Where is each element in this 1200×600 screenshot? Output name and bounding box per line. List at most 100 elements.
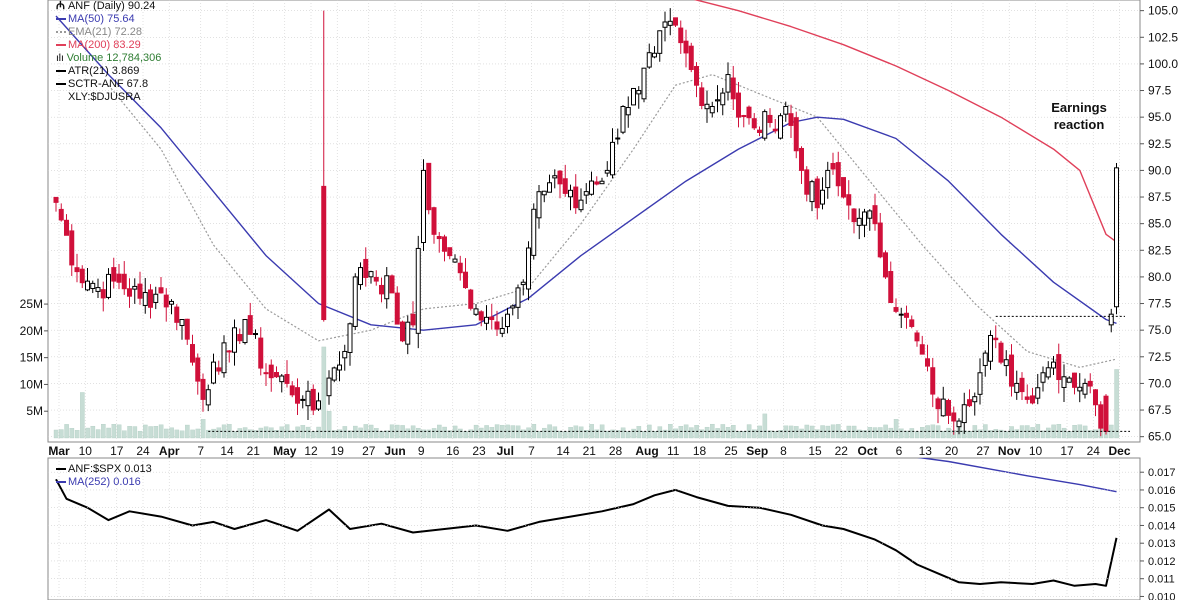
candle-body <box>499 327 505 334</box>
x-tick-label: 27 <box>976 444 990 458</box>
candle-body <box>1014 382 1020 393</box>
candle-body <box>746 106 752 119</box>
volume-axis: 25M 20M 15M 10M 5M <box>20 297 48 418</box>
candle-body <box>809 181 815 203</box>
candle-body <box>90 282 96 290</box>
x-tick-label: 7 <box>528 444 535 458</box>
candle-body <box>1061 376 1067 388</box>
candle-body <box>494 321 500 330</box>
volume-bar <box>1114 369 1119 439</box>
ratio-tick-label: 0.010 <box>1148 591 1176 600</box>
volume-bar <box>463 431 468 439</box>
candle-body <box>888 271 894 304</box>
candle-body <box>536 191 542 219</box>
candle-body <box>137 283 143 299</box>
candle-body <box>457 262 463 274</box>
date-axis: Mar 10 17 24 Apr 7 14 21 May 12 19 27 Jun 9 16 23 Jul 7 14… <box>48 444 1131 458</box>
volume-bar <box>216 427 222 439</box>
volume-bar <box>80 392 85 439</box>
y-tick-label: 77.5 <box>1148 297 1172 311</box>
volume-tick-label: 25M <box>20 297 43 311</box>
candle-body <box>58 208 64 221</box>
volume-bar <box>626 431 631 439</box>
candle-body <box>652 52 657 58</box>
volume-bar <box>164 428 169 439</box>
legend-price: ₼ ANF (Daily) 90.24 <box>56 0 156 12</box>
candle-body <box>436 236 442 240</box>
volume-bar <box>116 424 122 439</box>
x-tick-label: 13 <box>919 444 933 458</box>
candle-body <box>153 293 159 303</box>
ratio-tick-label: 0.017 <box>1148 467 1176 479</box>
candle-body <box>951 412 957 422</box>
candle-body <box>610 141 615 176</box>
horizontal-levels <box>208 315 1130 432</box>
candle-body <box>804 169 810 195</box>
volume-bar <box>190 429 195 439</box>
volume-bar <box>90 425 96 439</box>
candle-body <box>799 147 804 171</box>
volume-bar <box>757 425 762 439</box>
candle-body <box>673 17 678 26</box>
ratio-line <box>55 478 1118 587</box>
volume-bar <box>195 428 201 439</box>
volume-bar <box>1040 430 1046 439</box>
volume-bar <box>862 430 867 439</box>
volume-bar <box>872 427 878 439</box>
candle-body <box>205 389 211 406</box>
candle-body <box>772 128 778 132</box>
volume-bar <box>815 429 820 439</box>
candle-body <box>573 186 579 209</box>
candle-body <box>683 40 689 54</box>
volume-bar <box>253 430 258 439</box>
volume-bar <box>468 429 474 439</box>
ma50-line <box>55 15 1117 331</box>
x-tick-label: 6 <box>896 444 903 458</box>
volume-bar <box>101 424 106 439</box>
candle-body <box>232 327 237 353</box>
candle-body <box>253 333 258 336</box>
volume-bar <box>211 428 216 439</box>
volume-bar <box>458 428 463 439</box>
candle-body <box>195 357 201 382</box>
candle-body <box>1035 387 1041 399</box>
x-tick-label: 28 <box>609 444 623 458</box>
volume-bar <box>584 430 589 439</box>
upper-panel-frame <box>47 0 1141 443</box>
volume-bar <box>405 428 411 439</box>
volume-bar <box>258 427 264 439</box>
volume-bar <box>825 425 831 439</box>
candle-body <box>489 316 495 321</box>
volume-bar <box>904 430 909 439</box>
candle-body <box>741 115 747 118</box>
candle-body <box>919 344 925 355</box>
candle-body <box>594 181 600 185</box>
volume-bar <box>74 430 80 439</box>
volume-bar <box>888 427 894 439</box>
candle-body <box>788 113 794 126</box>
volume-bar <box>762 413 768 439</box>
volume-bar <box>752 429 757 439</box>
volume-bar <box>59 429 64 439</box>
volume-bar <box>64 424 69 439</box>
line-swatch-icon <box>56 468 66 471</box>
volume-bar <box>426 429 432 439</box>
volume-bar <box>174 429 180 439</box>
candle-body <box>982 352 988 366</box>
volume-bar <box>783 425 789 439</box>
candle-body <box>295 387 300 404</box>
candlesticks <box>53 8 1119 437</box>
legend-sctr: SCTR-ANF 67.8 <box>56 78 161 91</box>
candle-body <box>142 292 148 306</box>
candle-body <box>993 337 999 341</box>
volume-bar <box>279 426 285 439</box>
y-tick-label: 90.0 <box>1148 163 1172 177</box>
y-tick-label: 95.0 <box>1148 110 1172 124</box>
volume-bar <box>988 430 993 439</box>
volume-bar <box>778 430 783 439</box>
volume-bar <box>232 431 237 439</box>
candle-body <box>599 180 605 185</box>
x-tick-label: 8 <box>780 444 787 458</box>
candle-body <box>379 284 384 295</box>
candle-body <box>258 337 264 369</box>
